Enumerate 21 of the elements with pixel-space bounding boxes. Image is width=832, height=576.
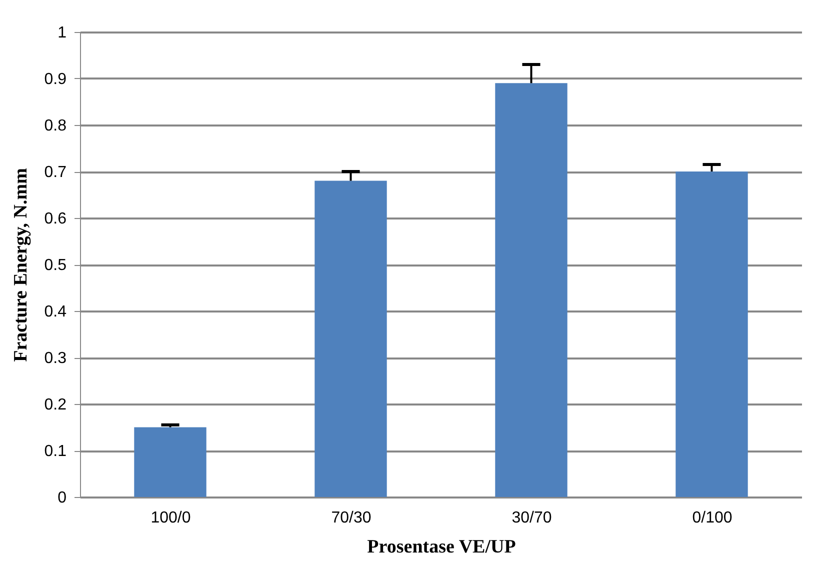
bar (134, 427, 206, 497)
y-axis-title: Fracture Energy, N.mm (10, 168, 32, 362)
x-tick-label: 70/30 (331, 510, 372, 526)
y-tick-label: 0.2 (44, 396, 67, 414)
x-tick-label: 30/70 (512, 510, 552, 526)
y-tick-label: 0.4 (44, 304, 67, 320)
bar (314, 180, 387, 497)
y-tick-label: 0.7 (44, 164, 67, 181)
y-tick-label: 0.1 (44, 443, 67, 460)
x-axis-title: Prosentase VE/UP (367, 536, 516, 558)
y-tick-label: 0.5 (44, 257, 67, 274)
bar (495, 83, 568, 497)
y-tick-label: 0.3 (44, 350, 67, 367)
y-tick-label: 1 (58, 24, 67, 42)
bar (676, 172, 748, 497)
x-tick-label: 0/100 (692, 510, 732, 526)
y-tick-label: 0.9 (44, 71, 67, 88)
y-tick-label: 0.6 (44, 210, 67, 228)
y-tick-label: 0 (58, 490, 67, 506)
y-tick-label: 0.8 (44, 118, 67, 134)
x-tick-label: 100/0 (150, 510, 191, 526)
